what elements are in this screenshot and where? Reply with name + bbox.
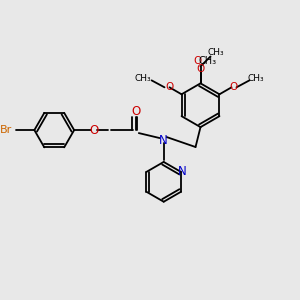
Text: N: N xyxy=(178,165,186,178)
Text: O: O xyxy=(89,124,99,136)
Text: O: O xyxy=(165,82,174,92)
Text: CH₃: CH₃ xyxy=(198,56,217,67)
Text: Br: Br xyxy=(0,125,13,135)
Text: O: O xyxy=(194,56,202,67)
Text: CH₃: CH₃ xyxy=(134,74,151,83)
Text: O: O xyxy=(230,82,238,92)
Text: O: O xyxy=(131,105,140,118)
Text: CH₃: CH₃ xyxy=(247,74,264,83)
Text: O: O xyxy=(196,64,205,74)
Text: N: N xyxy=(159,134,168,147)
Text: CH₃: CH₃ xyxy=(207,48,224,57)
